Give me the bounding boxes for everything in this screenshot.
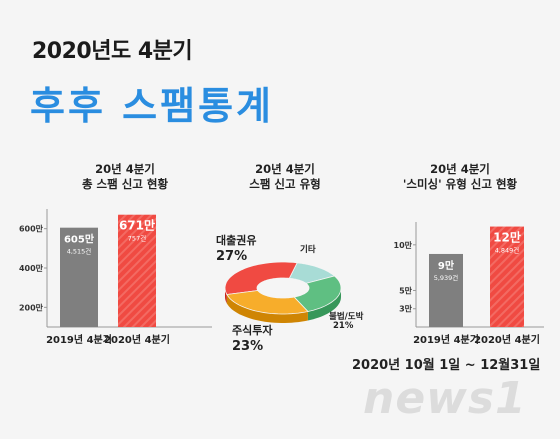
bar-chart-1-value-label-2: 671만 (119, 218, 155, 233)
bar-chart-2-y-tick-label: 10만 (394, 240, 413, 250)
bar-chart-1-category-label-2: 2020년 4분기 (104, 333, 170, 346)
bar-chart-1-category-label-1: 2019년 4분기 (46, 333, 112, 346)
donut-slice-4 (226, 290, 309, 315)
bar-chart-2-bar-2 (490, 226, 524, 327)
pie-chart-title-line1: 20년 4분기 (255, 162, 315, 176)
bar-chart-2-category-label-1: 2019년 4분기 (413, 333, 479, 346)
pie-pct-stock: 23% (232, 339, 264, 354)
pie-pct-gambling: 21% (333, 321, 354, 331)
bar-chart-2-y-tick-label: 3만 (399, 304, 413, 314)
donut-hole (257, 278, 309, 298)
bar-chart-2-title-line2: '스미싱' 유형 신고 현황 (402, 177, 518, 191)
bar-chart-2-category-label-2: 2020년 4분기 (474, 333, 540, 346)
year-title: 2020년도 4분기 (32, 39, 193, 64)
bar-chart-1-title-line1: 20년 4분기 (95, 162, 155, 176)
pie-label-loan: 대출권유 (216, 234, 257, 247)
main-title: 후후 스팸통계 (30, 84, 274, 128)
bar-chart-2-sub-label-1: 5,939건 (434, 273, 459, 282)
bar-chart-2-sub-label-2: 4,849건 (495, 246, 520, 255)
news1-logo: news1 (363, 373, 527, 424)
bar-chart-1-title: 20년 4분기 총 스팸 신고 현황 (40, 162, 210, 192)
bar-chart-1-y-tick-label: 600만 (19, 224, 44, 234)
pie-label-gambling: 불법/도박 (329, 312, 364, 322)
bar-chart-1-value-label-1: 605만 (64, 233, 95, 246)
bar-chart-1-y-tick-label: 200만 (19, 302, 44, 312)
date-range: 2020년 10월 1일 ~ 12월31일 (352, 358, 541, 373)
bar-chart-1-y-tick-label: 400만 (19, 263, 44, 273)
pie-chart-title: 20년 4분기 스팸 신고 유형 (200, 162, 370, 192)
bar-chart-2-title-line1: 20년 4분기 (430, 162, 490, 176)
bar-chart-1-bar-1 (60, 227, 98, 327)
bar-chart-2-bar-1 (429, 253, 463, 327)
bar-chart-2-value-label-1: 9만 (438, 259, 455, 272)
bar-chart-1-sub-label-1: 4,515건 (67, 247, 92, 256)
bar-chart-1-title-line2: 총 스팸 신고 현황 (81, 177, 169, 191)
donut-side-3 (307, 288, 341, 321)
bar-chart-1-bar-2 (118, 214, 156, 327)
donut-chart (224, 261, 342, 323)
bar-chart-1-sub-label-2: 757건 (128, 234, 146, 243)
pie-pct-loan: 27% (216, 249, 248, 264)
bar-chart-2-y-tick-label: 5만 (399, 285, 413, 295)
pie-label-etc: 기타 (300, 245, 316, 255)
pie-chart-title-line2: 스팸 신고 유형 (249, 177, 321, 191)
donut-side-4 (226, 294, 308, 323)
pie-label-stock: 주식투자 (232, 324, 273, 337)
bar-chart-2-title: 20년 4분기 '스미싱' 유형 신고 현황 (375, 162, 545, 192)
bar-chart-2-value-label-2: 12만 (493, 230, 521, 245)
